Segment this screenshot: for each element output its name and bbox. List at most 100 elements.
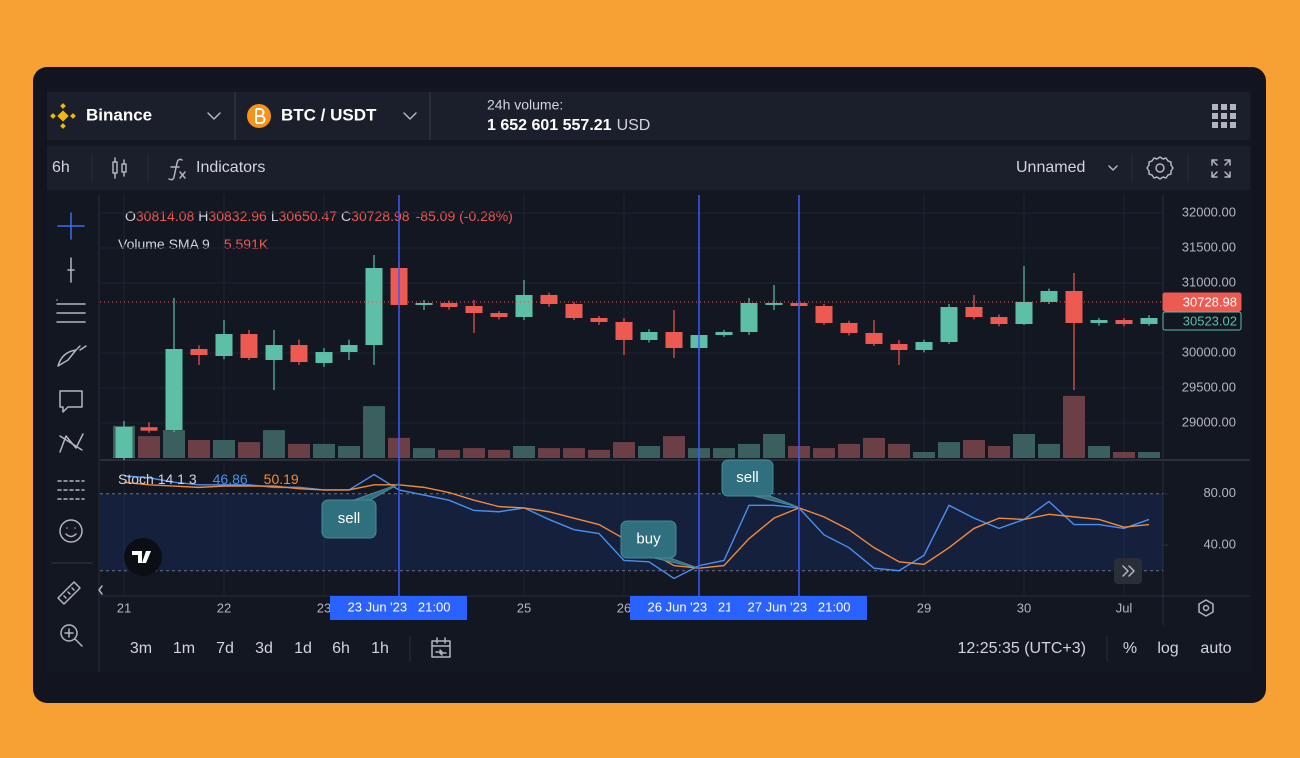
- layout-name[interactable]: Unnamed: [1016, 159, 1085, 176]
- volume-bar: [538, 448, 560, 458]
- volume-bar: [1063, 395, 1085, 458]
- log-button[interactable]: log: [1157, 640, 1178, 657]
- emoji-face: [65, 527, 77, 538]
- brush-tool[interactable]: [57, 345, 87, 367]
- candle-body: [815, 306, 833, 323]
- lines-tool[interactable]: [56, 299, 86, 323]
- stoch-tick-label: 40.00: [1203, 537, 1236, 552]
- volume-bar: [288, 443, 310, 458]
- fib-tool[interactable]: [57, 480, 85, 500]
- range-bar: 3m 1m 7d 3d 1d 6h 1h: [130, 640, 389, 657]
- candle-body: [290, 345, 308, 363]
- annotation-bubble: [620, 520, 677, 559]
- stoch-value: 46.86: [213, 471, 248, 487]
- candle-body: [1090, 320, 1108, 323]
- y-tick-label: 30000.00: [1182, 344, 1236, 359]
- volume-bar: [863, 437, 885, 458]
- legend-value: 5.591K: [224, 236, 269, 252]
- fullscreen-icon[interactable]: [1211, 159, 1231, 178]
- volume-bar: [1113, 452, 1135, 458]
- axis-settings-icon[interactable]: [1198, 599, 1214, 617]
- pattern-tool[interactable]: [59, 433, 84, 453]
- interval-button[interactable]: 6h: [52, 159, 70, 176]
- emoji-tool[interactable]: [59, 519, 83, 543]
- grid-menu-icon[interactable]: [1212, 104, 1236, 128]
- annotation-text: sell: [338, 510, 361, 527]
- candle-body: [190, 349, 208, 356]
- indicators-icon[interactable]: [168, 158, 186, 181]
- axis-settings-dot: [1202, 604, 1210, 612]
- tv-logo[interactable]: [124, 538, 162, 576]
- range-button[interactable]: 1d: [294, 640, 312, 657]
- volume-currency: USD: [617, 117, 651, 134]
- marker-label-box: [730, 596, 867, 620]
- scroll-glyph: [1122, 565, 1135, 577]
- volume-bar: [913, 452, 935, 458]
- candle-body: [215, 334, 233, 357]
- chevron[interactable]: [403, 112, 417, 120]
- collapse-arrow[interactable]: [98, 585, 103, 595]
- range-button[interactable]: 3d: [255, 640, 273, 657]
- candle-body: [1115, 320, 1133, 325]
- volume-bar: [1038, 443, 1060, 458]
- range-button[interactable]: 6h: [332, 640, 350, 657]
- marker-label: 26 Jun '23 21:00: [648, 599, 751, 614]
- chevron[interactable]: [1108, 165, 1118, 171]
- chart-type-icon[interactable]: [112, 157, 127, 179]
- candle-body: [840, 322, 858, 333]
- stoch-tick-label: 80.00: [1203, 485, 1236, 500]
- settings-icon[interactable]: [1146, 156, 1174, 180]
- volume-bar: [1013, 434, 1035, 458]
- coin-glyph: [255, 108, 266, 124]
- volume-bar: [263, 430, 285, 458]
- x-tick-label: 22: [217, 600, 231, 615]
- range-button[interactable]: 3m: [130, 640, 152, 657]
- auto-button[interactable]: auto: [1200, 640, 1231, 657]
- volume-bar: [588, 449, 610, 458]
- cursor-tool[interactable]: [67, 257, 75, 283]
- legend-value: 30650.47: [279, 208, 338, 224]
- x-tick-label: 21: [117, 600, 131, 615]
- volume-bar: [988, 446, 1010, 458]
- indicators-button[interactable]: Indicators: [196, 159, 265, 176]
- goto-date-icon[interactable]: [431, 637, 451, 658]
- legend-label: H: [198, 208, 208, 224]
- percent-button[interactable]: %: [1123, 640, 1137, 657]
- volume-bar: [463, 448, 485, 458]
- chevron[interactable]: [207, 112, 221, 120]
- candle-body: [490, 313, 508, 318]
- marker-label: 27 Jun '23 21:00: [748, 599, 851, 614]
- exchange-name[interactable]: Binance: [86, 105, 152, 124]
- annotation-text: buy: [636, 530, 661, 547]
- candle-body: [140, 427, 158, 431]
- legend-change: -85.09 (-0.28%): [416, 208, 513, 224]
- candle-body: [365, 268, 383, 346]
- pair-name[interactable]: BTC / USDT: [281, 105, 377, 124]
- candle-body: [165, 349, 183, 430]
- legend-label: O: [125, 208, 136, 224]
- stoch-title: Stoch 14 1 3: [118, 471, 197, 487]
- ruler-tool[interactable]: [57, 581, 81, 605]
- clock[interactable]: 12:25:35 (UTC+3): [957, 640, 1086, 657]
- volume-bar: [313, 443, 335, 458]
- volume-legend: Volume SMA 9 5.591K: [118, 236, 269, 252]
- zoom-tool[interactable]: [60, 624, 78, 642]
- marker-label: 23 Jun '23 21:00: [348, 599, 451, 614]
- crosshair-tool[interactable]: [57, 212, 85, 240]
- y-tick-label: 32000.00: [1182, 204, 1236, 219]
- range-button[interactable]: 1m: [173, 640, 195, 657]
- x-tick-label: 23: [317, 600, 331, 615]
- volume-bar: [938, 442, 960, 458]
- volume-text: 1 652 601 557.21 USD: [487, 117, 650, 134]
- range-button[interactable]: 7d: [216, 640, 234, 657]
- range-button[interactable]: 1h: [371, 640, 389, 657]
- y-tick-label: 31000.00: [1182, 274, 1236, 289]
- volume-bar: [338, 446, 360, 458]
- text-tool[interactable]: [59, 390, 83, 413]
- volume-bar: [188, 440, 210, 458]
- candle-body: [765, 303, 783, 305]
- candle-body: [115, 426, 133, 458]
